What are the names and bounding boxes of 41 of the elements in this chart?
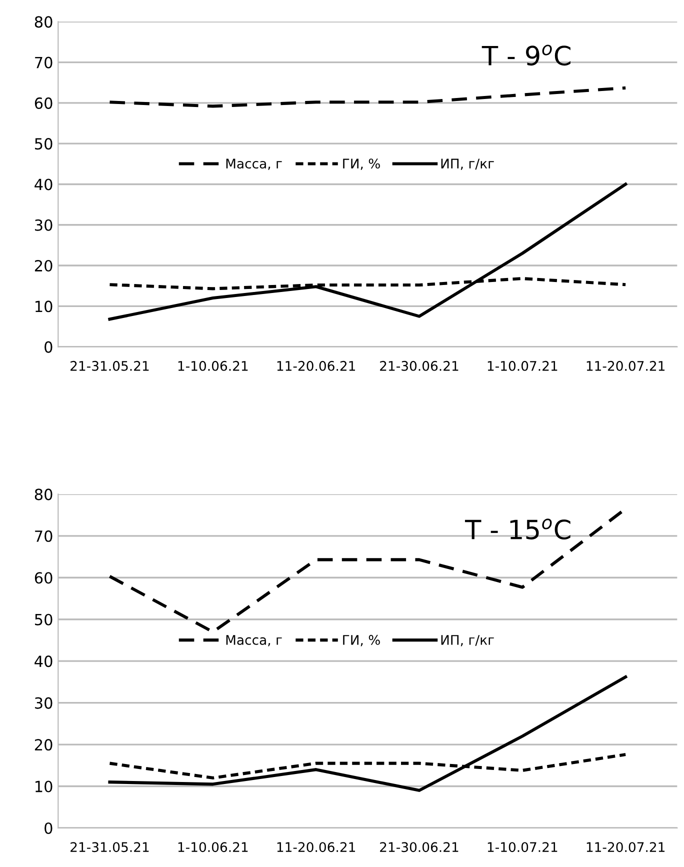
x-tick-label: 11-20.07.21 xyxy=(586,842,665,852)
x-tick-label: 1-10.07.21 xyxy=(488,842,558,852)
line-series xyxy=(108,182,628,321)
x-tick-label: 11-20.06.21 xyxy=(277,842,355,852)
text: T - 15$^{o}$C xyxy=(464,518,570,540)
legend-label: ГИ, % xyxy=(343,158,380,170)
legend-label: ИП, г/кг xyxy=(441,158,494,170)
line-series xyxy=(108,675,628,792)
y-tick-label: 20 xyxy=(34,260,52,272)
legend-label: ИП, г/кг xyxy=(441,635,494,646)
y-tick-label: 40 xyxy=(34,178,52,190)
y-tick-label: 0 xyxy=(44,341,52,353)
y-tick-label: 10 xyxy=(36,780,52,792)
x-tick-label: 21-31.05.21 xyxy=(70,842,149,852)
y-tick-label: 80 xyxy=(34,488,52,500)
y-tick-label: 60 xyxy=(34,97,52,109)
x-tick-label: 11-20.07.21 xyxy=(586,360,665,371)
y-tick-label: 30 xyxy=(35,697,52,709)
x-tick-label: 1-10.07.21 xyxy=(488,360,558,371)
y-tick-label: 40 xyxy=(34,656,52,668)
x-tick-label: 21-31.05.21 xyxy=(70,360,149,371)
y-tick-label: 50 xyxy=(35,614,52,626)
text: T - 9$^{o}$C xyxy=(482,44,570,66)
x-tick-label: 11-20.06.21 xyxy=(277,360,355,371)
y-tick-label: 20 xyxy=(34,739,52,751)
y-tick-label: 80 xyxy=(34,16,52,28)
legend-label: Масса, г xyxy=(226,158,282,170)
x-tick-label: 21-30.06.21 xyxy=(380,360,458,371)
x-tick-label: 21-30.06.21 xyxy=(380,842,458,852)
legend-label: Масса, г xyxy=(226,635,282,646)
y-tick-label: 70 xyxy=(35,530,52,542)
x-tick-label: 1-10.06.21 xyxy=(178,842,248,852)
legend-label: ГИ, % xyxy=(343,634,380,646)
y-tick-label: 50 xyxy=(35,138,52,150)
y-tick-label: 70 xyxy=(35,56,52,68)
x-tick-label: 1-10.06.21 xyxy=(178,360,248,371)
y-tick-label: 10 xyxy=(36,300,52,312)
y-tick-label: 30 xyxy=(35,219,52,231)
y-tick-label: 60 xyxy=(34,572,52,584)
y-tick-label: 0 xyxy=(44,822,52,834)
line-series xyxy=(108,86,628,108)
